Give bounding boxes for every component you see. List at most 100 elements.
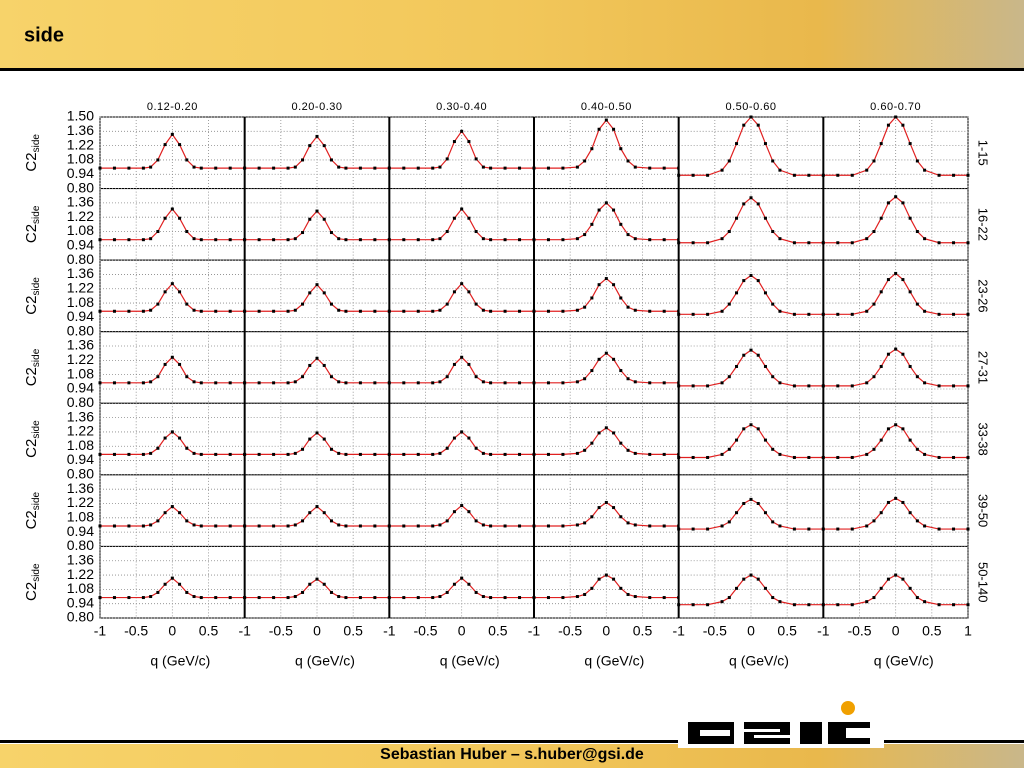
data-point xyxy=(778,524,782,528)
data-point xyxy=(308,217,312,221)
panel-frame xyxy=(244,188,390,261)
panel xyxy=(387,331,536,404)
data-point xyxy=(771,230,775,234)
data-point xyxy=(742,353,746,357)
y-axis-label-sub: side xyxy=(31,205,42,224)
data-point xyxy=(141,381,145,385)
data-point xyxy=(619,296,623,300)
data-point xyxy=(923,452,927,456)
panel-frame xyxy=(99,474,246,547)
data-point xyxy=(604,426,608,430)
data-point xyxy=(742,427,746,431)
y-axis-label: C2side xyxy=(23,420,42,458)
data-point xyxy=(763,291,767,295)
data-point xyxy=(901,427,905,431)
panel xyxy=(387,259,536,333)
data-point xyxy=(735,511,739,515)
data-point xyxy=(112,309,116,313)
data-point xyxy=(727,520,731,524)
data-point xyxy=(112,381,116,385)
data-point xyxy=(575,595,579,599)
data-point xyxy=(894,347,898,351)
data-point xyxy=(199,309,203,313)
data-point xyxy=(452,290,456,294)
data-point xyxy=(503,524,507,528)
y-tick-label: 0.94 xyxy=(67,594,94,610)
data-point xyxy=(467,290,471,294)
data-point xyxy=(612,208,616,212)
data-point xyxy=(720,524,724,528)
data-point xyxy=(901,278,905,282)
x-tick-label: -0.5 xyxy=(269,623,293,639)
data-point xyxy=(807,241,811,245)
data-point xyxy=(489,166,493,170)
data-point xyxy=(778,168,782,172)
data-point xyxy=(315,283,319,287)
data-point xyxy=(416,452,420,456)
data-point xyxy=(894,271,898,275)
y-axis-label: C2side xyxy=(23,205,42,243)
data-point xyxy=(937,241,941,245)
x-axis-label: q (GeV/c) xyxy=(584,653,644,669)
data-point xyxy=(756,353,760,357)
data-point xyxy=(561,238,565,242)
data-point xyxy=(691,384,695,388)
x-tick-label: -1 xyxy=(383,623,396,639)
data-point xyxy=(648,381,652,385)
data-point xyxy=(301,302,305,306)
data-point xyxy=(344,309,348,313)
row-label: 50-140 xyxy=(976,562,991,602)
data-point xyxy=(489,596,493,600)
data-point xyxy=(149,380,153,384)
data-point xyxy=(214,524,218,528)
data-point xyxy=(315,431,319,435)
data-point xyxy=(431,452,435,456)
data-point xyxy=(481,380,485,384)
data-point xyxy=(735,142,739,146)
column-label: 0.20-0.30 xyxy=(292,101,343,113)
data-point xyxy=(648,166,652,170)
data-point xyxy=(952,173,956,177)
data-point xyxy=(879,364,883,368)
x-tick-label: 0.5 xyxy=(922,623,942,639)
data-point xyxy=(575,451,579,455)
data-point xyxy=(872,375,876,379)
data-point xyxy=(583,448,587,452)
data-point xyxy=(597,283,601,287)
panel-frame xyxy=(388,545,535,619)
data-point xyxy=(546,166,550,170)
data-point xyxy=(98,238,102,242)
data-point xyxy=(481,523,485,527)
data-point xyxy=(163,216,167,220)
data-point xyxy=(865,381,869,385)
data-point xyxy=(301,231,305,235)
data-point xyxy=(561,596,565,600)
data-point xyxy=(648,596,652,600)
data-point xyxy=(329,447,333,451)
x-tick-label: -0.5 xyxy=(703,623,727,639)
data-point xyxy=(518,309,522,313)
data-point xyxy=(373,524,377,528)
data-point xyxy=(966,455,970,459)
data-point xyxy=(185,375,189,379)
data-point xyxy=(865,600,869,604)
data-point xyxy=(792,173,796,177)
data-point xyxy=(749,348,753,352)
data-point xyxy=(662,166,666,170)
data-point xyxy=(192,595,196,599)
data-point xyxy=(742,202,746,206)
data-point xyxy=(481,451,485,455)
data-point xyxy=(778,381,782,385)
data-point xyxy=(503,309,507,313)
data-point xyxy=(257,452,261,456)
y-tick-label: 1.36 xyxy=(67,408,94,424)
data-point xyxy=(727,230,731,234)
data-point xyxy=(257,309,261,313)
data-point xyxy=(872,159,876,163)
data-point xyxy=(214,381,218,385)
data-point xyxy=(597,506,601,510)
panel xyxy=(677,115,825,190)
panel xyxy=(387,545,536,619)
data-point xyxy=(619,586,623,590)
